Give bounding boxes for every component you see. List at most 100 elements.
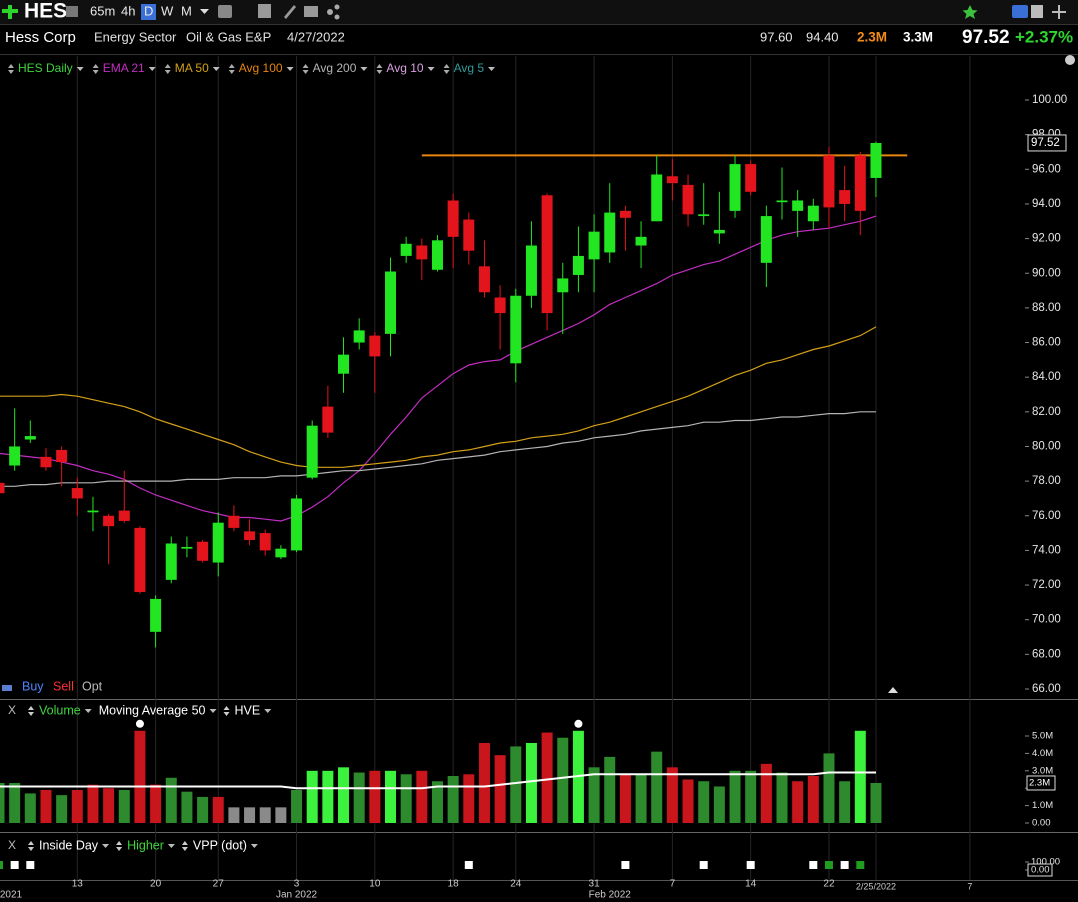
volume-bar <box>291 789 303 823</box>
day-low: 94.40 <box>806 29 839 44</box>
interval-button[interactable]: 65m <box>90 3 115 18</box>
legend-item[interactable]: Avg 200 <box>313 61 357 75</box>
updown-icon[interactable] <box>164 64 171 74</box>
trade-button[interactable]: Buy <box>22 679 44 693</box>
add-icon[interactable] <box>2 5 18 19</box>
volume-bar <box>87 784 99 823</box>
volume: 2.3M <box>857 30 887 45</box>
x-tick-label: 7 <box>967 881 972 891</box>
dropdown-icon[interactable] <box>200 9 209 14</box>
dropdown-icon[interactable] <box>250 844 258 848</box>
dropdown-icon[interactable] <box>76 67 84 71</box>
dropdown-icon[interactable] <box>488 67 496 71</box>
indicator-label[interactable]: Higher <box>127 838 164 852</box>
volume-tick-label: 3.0M <box>1032 765 1053 776</box>
dropdown-icon[interactable] <box>286 67 294 71</box>
y-tick-label: 78.00 <box>1032 475 1061 487</box>
updown-icon[interactable] <box>28 706 34 716</box>
settings-icon[interactable] <box>1065 55 1075 65</box>
candle-body <box>572 255 584 275</box>
updown-icon[interactable] <box>8 64 14 74</box>
interval-button[interactable]: D <box>144 3 153 18</box>
updown-icon[interactable] <box>302 64 309 74</box>
interval-button[interactable]: M <box>181 3 192 18</box>
dropdown-icon[interactable] <box>102 844 110 848</box>
star-icon[interactable] <box>962 5 978 19</box>
company-name: Hess Corp <box>5 29 76 46</box>
candle-body <box>557 278 569 293</box>
icon[interactable] <box>1031 5 1043 18</box>
trade-button[interactable]: Sell <box>53 679 74 693</box>
legend-item[interactable]: MA 50 <box>175 61 209 75</box>
updown-icon[interactable] <box>223 706 230 716</box>
icon[interactable] <box>1012 5 1028 18</box>
legend-item[interactable]: Avg 10 <box>386 61 423 75</box>
volume-bar <box>0 782 5 823</box>
candle-body <box>745 164 757 192</box>
candle-body <box>807 205 819 222</box>
candle-body <box>212 522 224 563</box>
updown-icon[interactable] <box>116 841 123 851</box>
symbol[interactable]: HES <box>24 0 67 23</box>
indicator-label[interactable]: HVE <box>235 703 261 717</box>
indicator-label[interactable]: Volume <box>39 703 81 717</box>
active-interval[interactable] <box>141 4 156 20</box>
dropdown-icon[interactable] <box>264 709 272 713</box>
icon[interactable] <box>218 5 232 18</box>
indicator-label[interactable]: Moving Average 50 <box>99 703 206 717</box>
candle-body <box>588 231 600 260</box>
interval-button[interactable]: W <box>161 3 174 18</box>
dropdown-icon[interactable] <box>84 709 92 713</box>
volume-bar <box>9 782 21 823</box>
icon[interactable] <box>334 4 340 10</box>
icon[interactable] <box>1052 5 1066 19</box>
icon[interactable] <box>258 4 271 18</box>
signal-marker <box>699 861 708 869</box>
volume-bar <box>651 751 663 823</box>
legend-item[interactable]: Avg 5 <box>454 61 485 75</box>
volume-bar <box>478 742 490 823</box>
x-tick-label: 18 <box>448 879 460 890</box>
indicator-label[interactable]: VPP (dot) <box>193 838 247 852</box>
icon[interactable] <box>304 6 318 17</box>
dropdown-icon[interactable] <box>209 709 217 713</box>
volume-bar <box>118 789 130 823</box>
candle-body <box>760 216 772 263</box>
icon[interactable] <box>66 6 78 17</box>
close-button[interactable]: X <box>8 838 16 852</box>
interval-button[interactable]: 4h <box>121 3 135 18</box>
updown-icon[interactable] <box>28 841 34 851</box>
y-tick-label: 88.00 <box>1032 302 1061 314</box>
dropdown-icon[interactable] <box>360 67 368 71</box>
volume-bar <box>854 730 866 823</box>
updown-icon[interactable] <box>228 64 235 74</box>
updown-icon[interactable] <box>443 64 450 74</box>
icon[interactable] <box>334 14 340 20</box>
close-button[interactable]: X <box>8 703 16 717</box>
dropdown-icon[interactable] <box>427 67 435 71</box>
y-tick-label: 80.00 <box>1032 441 1061 453</box>
candle-body <box>619 210 631 218</box>
legend-item[interactable]: Avg 100 <box>239 61 283 75</box>
icon[interactable] <box>327 9 333 15</box>
dropdown-icon[interactable] <box>167 844 175 848</box>
x-tick-label: 7 <box>670 879 676 890</box>
updown-icon[interactable] <box>92 64 99 74</box>
trade-icon[interactable] <box>2 685 12 691</box>
candle-body <box>525 245 537 296</box>
dropdown-icon[interactable] <box>148 67 156 71</box>
updown-icon[interactable] <box>181 841 188 851</box>
x-tick-label: 2/25/2022 <box>856 881 896 891</box>
icon[interactable] <box>284 5 296 19</box>
volume-bar <box>275 807 287 823</box>
candle-body <box>854 155 866 211</box>
signal-tick-label: 100.00 <box>1031 857 1060 868</box>
legend-item[interactable]: EMA 21 <box>103 61 145 75</box>
moving-average-line <box>0 215 877 522</box>
updown-icon[interactable] <box>376 64 383 74</box>
trade-button[interactable]: Opt <box>82 679 103 693</box>
indicator-label[interactable]: Inside Day <box>39 838 99 852</box>
volume-bar <box>525 742 537 823</box>
dropdown-icon[interactable] <box>212 67 220 71</box>
legend-item[interactable]: HES Daily <box>18 61 73 75</box>
